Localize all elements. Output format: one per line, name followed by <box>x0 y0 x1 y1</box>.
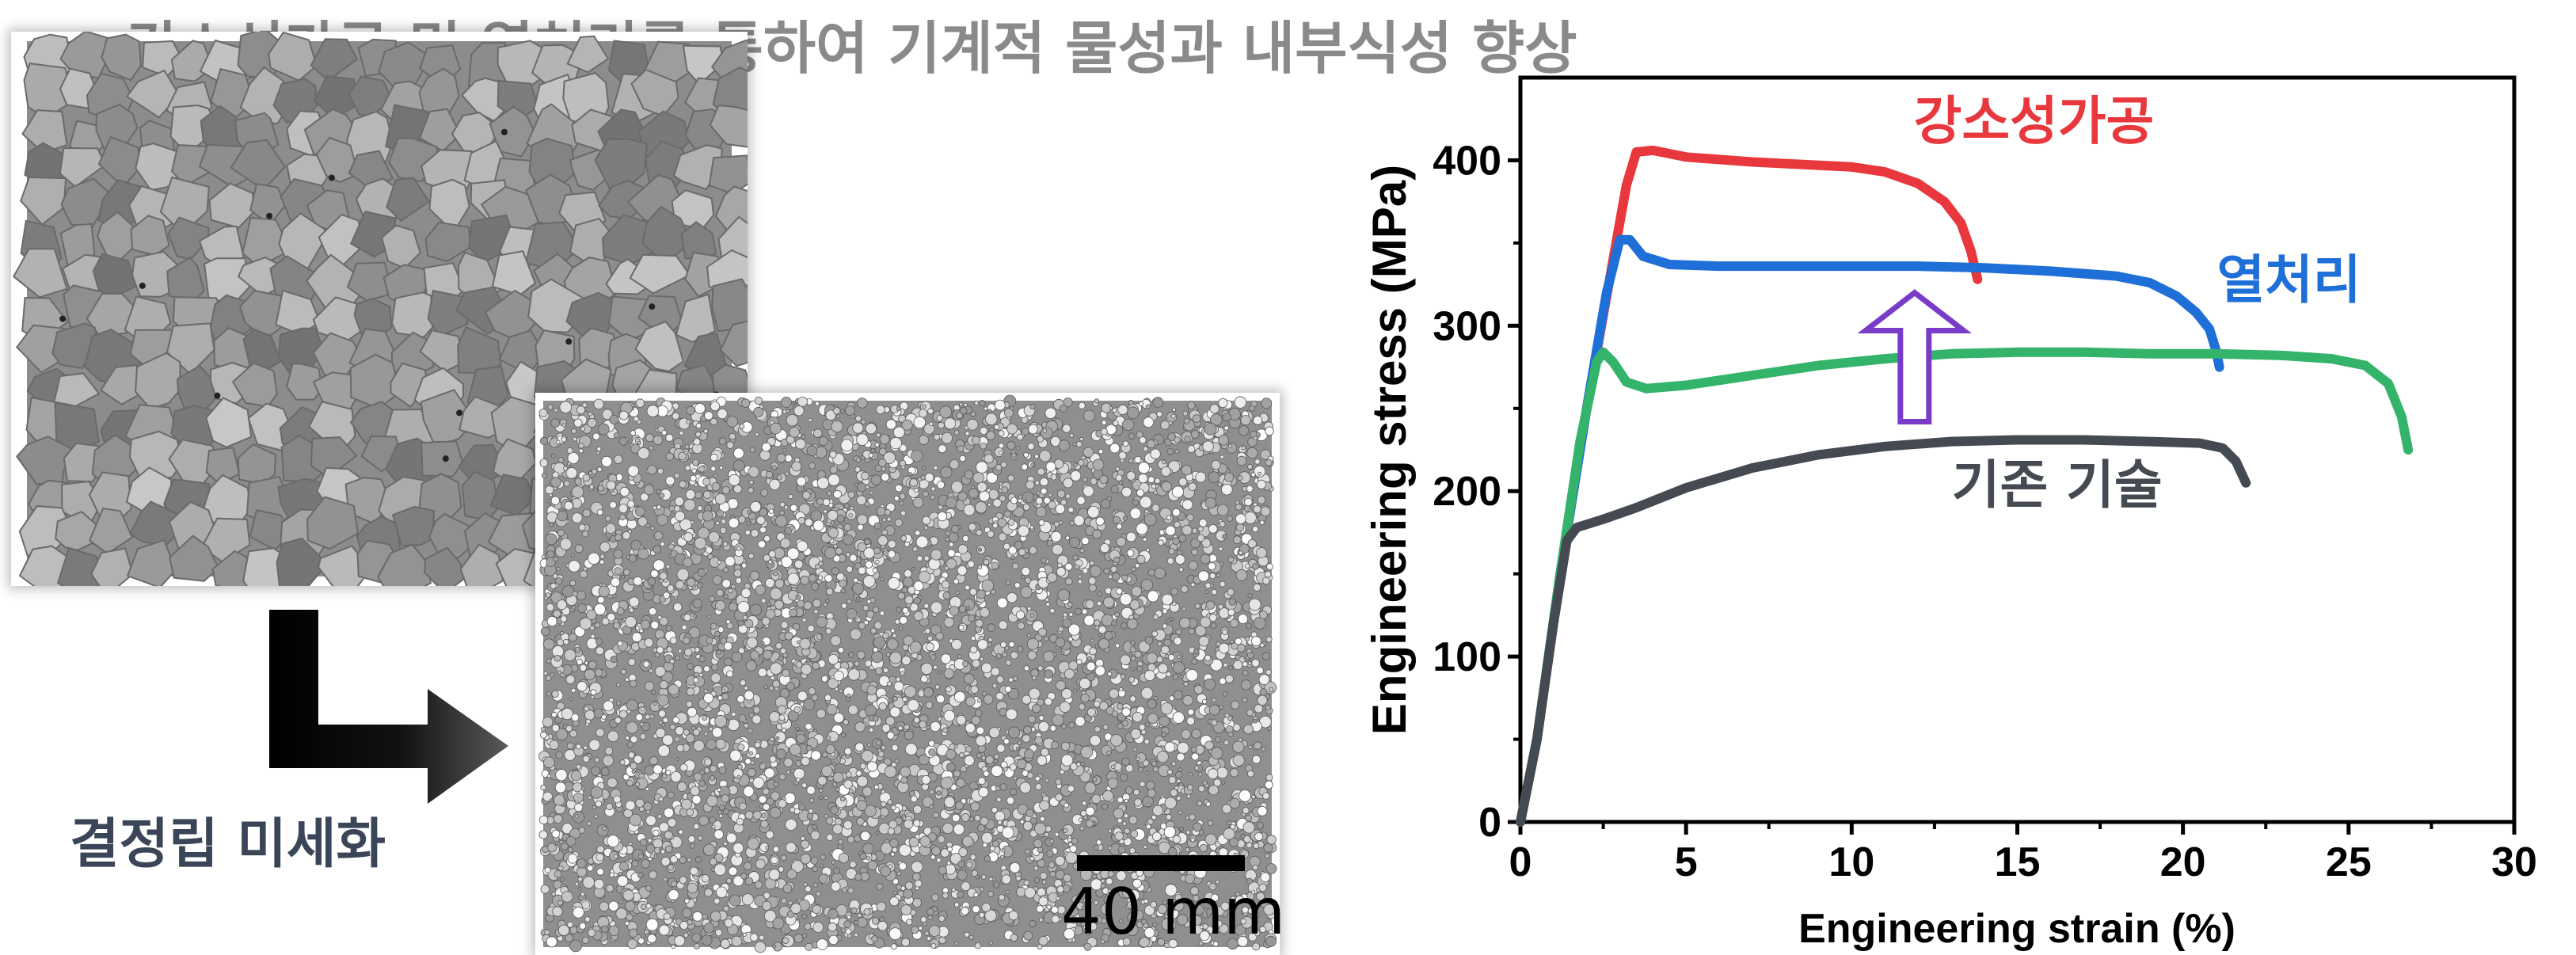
y-tick-label: 400 <box>1433 138 1501 184</box>
x-tick-label: 10 <box>1828 839 1874 885</box>
x-tick-label: 30 <box>2491 839 2537 885</box>
y-tick-label: 100 <box>1433 634 1501 680</box>
x-tick-label: 20 <box>2160 839 2206 885</box>
x-tick-label: 15 <box>1995 839 2041 885</box>
series-label-2: 열처리 <box>2216 249 2361 310</box>
x-tick-label: 25 <box>2326 839 2372 885</box>
x-tick-label: 5 <box>1675 839 1698 885</box>
series-label-3: 기존 기술 <box>1952 455 2163 516</box>
bent-arrow-icon <box>261 610 515 816</box>
series-label-1: 강소성가공 <box>1914 90 2155 151</box>
scale-bar <box>1077 855 1245 871</box>
x-axis-label: Engineering strain (%) <box>1798 906 2235 952</box>
scale-bar-label: 40 mm <box>1061 875 1285 949</box>
y-tick-label: 300 <box>1433 303 1501 349</box>
x-tick-label: 0 <box>1509 839 1532 885</box>
plot-frame <box>1520 78 2514 822</box>
y-tick-label: 200 <box>1433 469 1501 515</box>
series-line-1 <box>1520 150 1977 822</box>
series-line-3 <box>1520 352 2408 822</box>
y-axis-label: Engineering stress (MPa) <box>1363 165 1416 735</box>
grain-refinement-label: 결정립 미세화 <box>70 800 386 878</box>
y-tick-label: 0 <box>1478 800 1501 846</box>
